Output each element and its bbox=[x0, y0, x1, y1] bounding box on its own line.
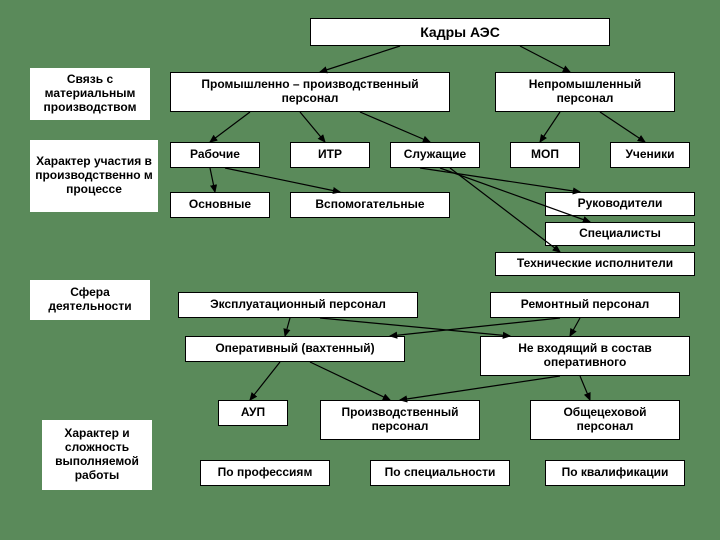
side-label-3: Сфера деятельности bbox=[30, 280, 150, 320]
box-pospec: По специальности bbox=[370, 460, 510, 486]
side-label-4: Характер и сложность выполняемой работы bbox=[42, 420, 152, 490]
side-label-4-text: Характер и сложность выполняемой работы bbox=[46, 427, 148, 482]
t: Вспомогательные bbox=[315, 198, 424, 212]
t: Оперативный (вахтенный) bbox=[215, 342, 374, 356]
title-box: Кадры АЭС bbox=[310, 18, 610, 46]
box-aup: АУП bbox=[218, 400, 288, 426]
t: МОП bbox=[531, 148, 559, 162]
side-label-1-text: Связь с материальным производством bbox=[34, 73, 146, 114]
title-text: Кадры АЭС bbox=[420, 24, 500, 40]
side-label-1: Связь с материальным производством bbox=[30, 68, 150, 120]
t: Эксплуатационный персонал bbox=[210, 298, 386, 312]
box-nevh: Не входящий в состав оперативного bbox=[480, 336, 690, 376]
t: По профессиям bbox=[218, 466, 313, 480]
box-spec: Специалисты bbox=[545, 222, 695, 246]
t: Ремонтный персонал bbox=[521, 298, 649, 312]
box-ekspl: Эксплуатационный персонал bbox=[178, 292, 418, 318]
box-pokval: По квалификации bbox=[545, 460, 685, 486]
t: АУП bbox=[241, 406, 265, 420]
box-uch: Ученики bbox=[610, 142, 690, 168]
side-label-2: Характер участия в производственно м про… bbox=[30, 140, 158, 212]
t: Специалисты bbox=[579, 227, 661, 241]
box-osn: Основные bbox=[170, 192, 270, 218]
t: Производственный персонал bbox=[325, 406, 475, 434]
t: По квалификации bbox=[562, 466, 669, 480]
box-mop: МОП bbox=[510, 142, 580, 168]
box-prom: Промышленно – производственный персонал bbox=[170, 72, 450, 112]
box-neprom: Непромышленный персонал bbox=[495, 72, 675, 112]
box-ruk: Руководители bbox=[545, 192, 695, 216]
box-poprof: По профессиям bbox=[200, 460, 330, 486]
t: ИТР bbox=[318, 148, 342, 162]
t: По специальности bbox=[385, 466, 496, 480]
t: Общецеховой персонал bbox=[535, 406, 675, 434]
t: Служащие bbox=[404, 148, 466, 162]
side-label-2-text: Характер участия в производственно м про… bbox=[34, 155, 154, 196]
box-prom-text: Промышленно – производственный персонал bbox=[175, 78, 445, 106]
t: Не входящий в состав оперативного bbox=[485, 342, 685, 370]
box-proizv: Производственный персонал bbox=[320, 400, 480, 440]
t: Основные bbox=[189, 198, 251, 212]
t: Рабочие bbox=[190, 148, 240, 162]
box-obshch: Общецеховой персонал bbox=[530, 400, 680, 440]
box-itr: ИТР bbox=[290, 142, 370, 168]
box-tech: Технические исполнители bbox=[495, 252, 695, 276]
t: Ученики bbox=[625, 148, 674, 162]
box-vspom: Вспомогательные bbox=[290, 192, 450, 218]
box-sluzh: Служащие bbox=[390, 142, 480, 168]
side-label-3-text: Сфера деятельности bbox=[34, 286, 146, 314]
t: Технические исполнители bbox=[517, 257, 673, 271]
box-neprom-text: Непромышленный персонал bbox=[500, 78, 670, 106]
box-oper: Оперативный (вахтенный) bbox=[185, 336, 405, 362]
box-rab: Рабочие bbox=[170, 142, 260, 168]
box-rem: Ремонтный персонал bbox=[490, 292, 680, 318]
t: Руководители bbox=[578, 197, 663, 211]
